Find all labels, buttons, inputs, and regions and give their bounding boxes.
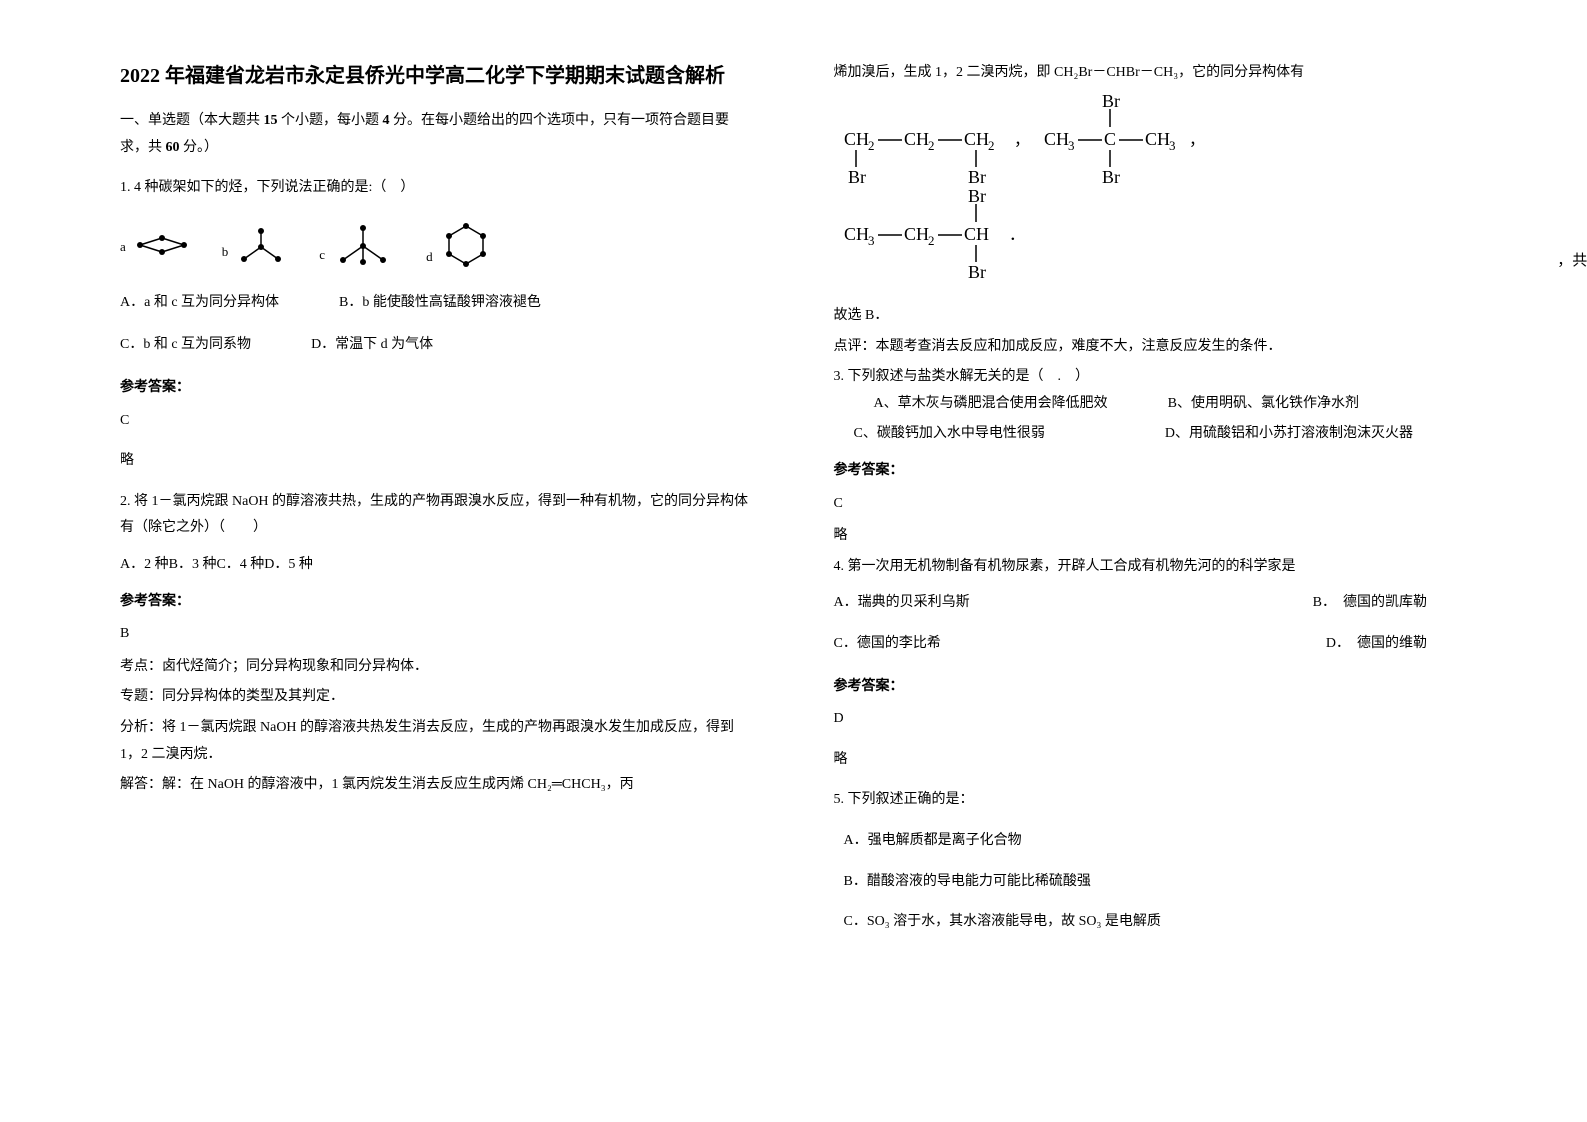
carbon-structures: a b c [120,220,754,270]
q5-optC: C．SO₃ 溶于水，其水溶液能导电，故 SO₃ 是电解质 [844,909,1468,936]
struct-b-svg [234,225,289,265]
q3-optB: B、使用明矾、氯化铁作净水剂 [1168,391,1359,418]
q4-explain: 略 [834,747,1468,774]
q1-explain: 略 [120,448,754,475]
svg-text:，: ， [1189,132,1205,149]
q2-line4: 解答：解：在 NaOH 的醇溶液中，1 氯丙烷发生消去反应生成丙烯 CH₂═CH… [120,772,754,799]
section-mid: 个小题，每小题 [278,113,383,128]
svg-text:Br: Br [968,167,986,187]
svg-text:CH: CH [964,129,989,149]
struct-a: a [120,230,192,260]
q3-ab: A、草木灰与磷肥混合使用会降低肥效 B、使用明矾、氯化铁作净水剂 [834,391,1468,418]
q4-optB: B． 德国的凯库勒 [1313,590,1427,617]
q3-explain: 略 [834,523,1468,550]
comment: 点评：本题考查消去反应和加成反应，难度不大，注意反应发生的条件． [834,334,1468,361]
q2-answer: B [120,621,754,648]
svg-text:CH: CH [1145,129,1170,149]
q2-line3: 分析：将 1－氯丙烷跟 NaOH 的醇溶液共热发生消去反应，生成的产物再跟溴水发… [120,715,754,768]
svg-text:3: 3 [1068,138,1075,153]
q1-optC: C．b 和 c 互为同系物 [120,332,251,359]
struct-d-label: d [426,245,433,270]
svg-text:Br: Br [1102,95,1120,111]
q1-optD: D．常温下 d 为气体 [311,332,433,359]
q4-ab: A．瑞典的贝采利乌斯 B． 德国的凯库勒 [834,590,1468,617]
q4-text: 4. 第一次用无机物制备有机物尿素，开辟人工合成有机物先河的的科学家是 [834,554,1468,581]
q3-cd: C、碳酸钙加入水中导电性很弱 D、用硫酸铝和小苏打溶液制泡沫灭火器 [834,421,1468,448]
svg-text:2: 2 [928,233,935,248]
points-per: 4 [383,113,390,128]
svg-text:Br: Br [1102,167,1120,187]
right-column: 烯加溴后，生成 1，2 二溴丙烷，即 CH₂Br－CHBr－CH₃，它的同分异构… [794,60,1488,1082]
q4-answer-label: 参考答案： [834,674,1468,701]
q3-answer-label: 参考答案： [834,458,1468,485]
svg-text:CH: CH [904,129,929,149]
q1-options-ab: A．a 和 c 互为同分异构体 B．b 能使酸性高锰酸钾溶液褪色 [120,290,754,317]
struct-c-svg [331,222,396,267]
section-header: 一、单选题（本大题共 15 个小题，每小题 4 分。在每小题给出的四个选项中，只… [120,108,754,161]
q3-optA: A、草木灰与磷肥混合使用会降低肥效 [874,391,1108,418]
svg-text:，: ， [1014,132,1030,149]
page-title: 2022 年福建省龙岩市永定县侨光中学高二化学下学期期末试题含解析 [120,60,754,92]
q4-options: A．瑞典的贝采利乌斯 B． 德国的凯库勒 C．德国的李比希 D． 德国的维勒 [834,590,1468,657]
svg-text:CH: CH [1044,129,1069,149]
q4-optA: A．瑞典的贝采利乌斯 [834,590,1313,617]
q5-optA: A．强电解质都是离子化合物 [844,828,1468,855]
q2-answer-label: 参考答案： [120,589,754,616]
struct-b-label: b [222,240,229,265]
svg-text:．: ． [1009,227,1025,244]
struct-c: c [319,222,396,267]
svg-text:Br: Br [848,167,866,187]
struct-c-label: c [319,243,325,268]
q5-text: 5. 下列叙述正确的是： [834,787,1468,814]
chem-svg: CH2 CH2 CH2 Br Br ， CH3 C CH3 Br Br ， CH… [834,95,1354,285]
q5-optB: B．醋酸溶液的导电能力可能比稀硫酸强 [844,869,1468,896]
right-line1: 烯加溴后，生成 1，2 二溴丙烷，即 CH₂Br－CHBr－CH₃，它的同分异构… [834,60,1468,87]
q3-optC: C、碳酸钙加入水中导电性很弱 [854,421,1045,448]
q3-answer: C [834,491,1468,518]
q1-optB: B．b 能使酸性高锰酸钾溶液褪色 [339,290,541,317]
svg-text:3: 3 [1169,138,1176,153]
struct-b: b [222,225,290,265]
q2-text: 2. 将 1－氯丙烷跟 NaOH 的醇溶液共热，生成的产物再跟溴水反应，得到一种… [120,489,754,542]
q1-options-cd: C．b 和 c 互为同系物 D．常温下 d 为气体 [120,332,754,359]
q1-optA: A．a 和 c 互为同分异构体 [120,290,279,317]
svg-text:Br: Br [968,186,986,206]
q4-optD: D． 德国的维勒 [1326,631,1427,658]
struct-a-label: a [120,235,126,260]
svg-text:2: 2 [928,138,935,153]
q1-answer-label: 参考答案： [120,375,754,402]
q1-answer: C [120,408,754,435]
q4-cd: C．德国的李比希 D． 德国的维勒 [834,631,1468,658]
q3-text: 3. 下列叙述与盐类水解无关的是（ . ） [834,364,1468,391]
q2-line1: 考点：卤代烃简介；同分异构现象和同分异构体． [120,654,754,681]
section-end: 分。） [180,140,219,155]
struct-a-svg [132,230,192,260]
q5-options: A．强电解质都是离子化合物 B．醋酸溶液的导电能力可能比稀硫酸强 C．SO₃ 溶… [834,828,1468,936]
svg-text:Br: Br [968,262,986,282]
count-note: ，共 3 种， [1557,253,1587,269]
chem-structures: CH2 CH2 CH2 Br Br ， CH3 C CH3 Br Br ， CH… [834,95,1468,296]
q4-answer: D [834,706,1468,733]
total-points: 60 [166,140,180,155]
svg-text:CH: CH [844,129,869,149]
svg-text:2: 2 [988,138,995,153]
conclusion: 故选 B． [834,303,1468,330]
section-prefix: 一、单选题（本大题共 [120,113,264,128]
svg-text:CH: CH [964,224,989,244]
left-column: 2022 年福建省龙岩市永定县侨光中学高二化学下学期期末试题含解析 一、单选题（… [100,60,794,1082]
question-count: 15 [264,113,278,128]
q4-optC: C．德国的李比希 [834,631,1326,658]
svg-text:C: C [1104,129,1116,149]
q3-optD: D、用硫酸铝和小苏打溶液制泡沫灭火器 [1165,421,1413,448]
struct-d: d [426,220,494,270]
q2-options: A．2 种B．3 种C．4 种D．5 种 [120,552,754,579]
svg-text:2: 2 [868,138,875,153]
svg-text:3: 3 [868,233,875,248]
q1-text: 1. 4 种碳架如下的烃，下列说法正确的是:（ ） [120,175,754,202]
q2-line2: 专题：同分异构体的类型及其判定． [120,684,754,711]
svg-text:CH: CH [904,224,929,244]
struct-d-svg [439,220,494,270]
svg-text:CH: CH [844,224,869,244]
